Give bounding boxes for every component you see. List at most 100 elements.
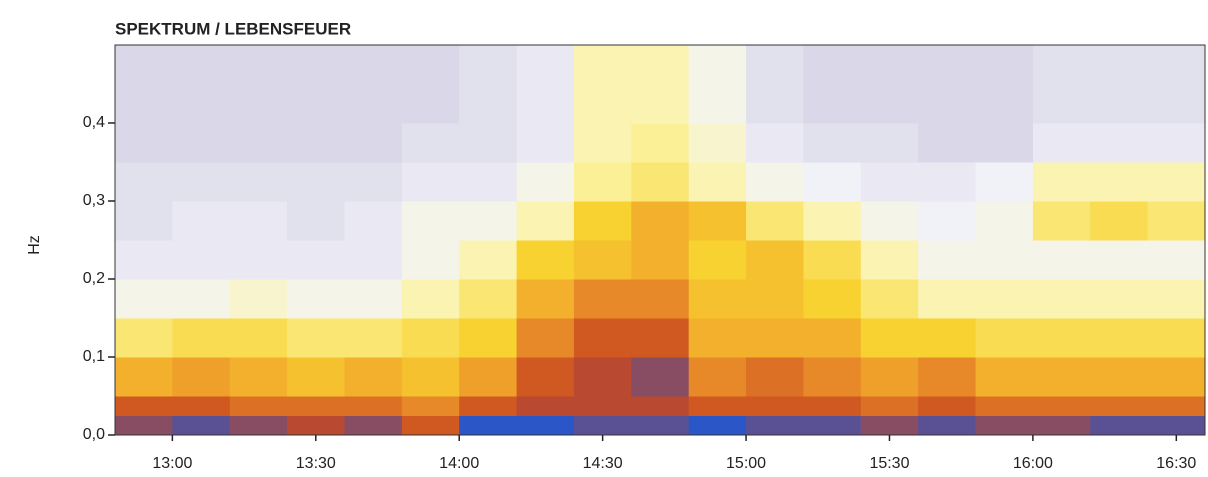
- heatmap-cell: [803, 279, 862, 319]
- heatmap-cell: [115, 415, 173, 436]
- heatmap-cell: [1147, 396, 1206, 416]
- heatmap-cell: [516, 201, 575, 241]
- heatmap-cell: [803, 162, 862, 202]
- heatmap-cell: [1032, 201, 1091, 241]
- heatmap-cell: [1090, 279, 1149, 319]
- heatmap-cell: [516, 415, 575, 436]
- heatmap-cell: [860, 240, 919, 280]
- heatmap-cell: [115, 279, 173, 319]
- heatmap-cell: [631, 201, 690, 241]
- heatmap-cell: [1032, 279, 1091, 319]
- heatmap-cell: [459, 415, 518, 436]
- heatmap-cell: [344, 279, 403, 319]
- heatmap-cell: [1090, 318, 1149, 358]
- heatmap-cell: [172, 415, 231, 436]
- heatmap-cell: [573, 318, 632, 358]
- heatmap-cell: [1147, 45, 1206, 124]
- y-tick-label: 0,4: [83, 114, 105, 131]
- heatmap-cell: [1147, 240, 1206, 280]
- heatmap-cell: [287, 123, 345, 163]
- heatmap-cell: [975, 279, 1034, 319]
- x-tick-label: 16:00: [1013, 455, 1053, 472]
- heatmap-cell: [1090, 123, 1149, 163]
- heatmap-cell: [573, 415, 632, 436]
- heatmap-cell: [287, 318, 345, 358]
- heatmap-cell: [229, 357, 288, 397]
- heatmap-cell: [688, 240, 747, 280]
- heatmap-cell: [631, 162, 690, 202]
- x-tick-label: 16:30: [1156, 455, 1196, 472]
- heatmap-cell: [1147, 318, 1206, 358]
- heatmap-cell: [688, 123, 747, 163]
- heatmap-cell: [401, 415, 460, 436]
- heatmap-cell: [172, 357, 231, 397]
- y-axis-label: Hz: [26, 235, 43, 255]
- heatmap-cell: [229, 415, 288, 436]
- heatmap-cell: [459, 162, 518, 202]
- heatmap-cell: [287, 201, 345, 241]
- heatmap-cell: [401, 123, 460, 163]
- heatmap-cell: [287, 45, 345, 124]
- heatmap-cell: [287, 162, 345, 202]
- heatmap-cell: [115, 45, 173, 124]
- heatmap-cell: [1147, 415, 1206, 436]
- heatmap-cell: [459, 396, 518, 416]
- heatmap-cell: [172, 123, 231, 163]
- heatmap-cell: [1032, 123, 1091, 163]
- heatmap-cell: [803, 396, 862, 416]
- heatmap-cell: [115, 201, 173, 241]
- heatmap-cell: [229, 279, 288, 319]
- heatmap-cell: [1090, 240, 1149, 280]
- heatmap-cell: [516, 123, 575, 163]
- heatmap-cell: [746, 396, 804, 416]
- heatmap-cell: [860, 396, 919, 416]
- heatmap-cell: [516, 318, 575, 358]
- heatmap-cell: [746, 415, 804, 436]
- heatmap-cell: [229, 201, 288, 241]
- heatmap-cell: [172, 318, 231, 358]
- heatmap-cell: [918, 123, 977, 163]
- heatmap-cell: [746, 123, 804, 163]
- heatmap-cell: [1032, 415, 1091, 436]
- heatmap-cell: [860, 357, 919, 397]
- heatmap-cell: [1090, 45, 1149, 124]
- x-tick-label: 13:30: [296, 455, 336, 472]
- heatmap-cell: [344, 201, 403, 241]
- heatmap-cell: [172, 240, 231, 280]
- heatmap-cell: [631, 415, 690, 436]
- heatmap-cell: [1090, 201, 1149, 241]
- heatmap-cell: [516, 279, 575, 319]
- heatmap-cell: [1032, 357, 1091, 397]
- heatmap-cell: [688, 279, 747, 319]
- heatmap-cell: [746, 357, 804, 397]
- heatmap-cell: [746, 162, 804, 202]
- heatmap-cell: [516, 396, 575, 416]
- heatmap-cell: [573, 162, 632, 202]
- heatmap-cell: [229, 123, 288, 163]
- heatmap-cell: [115, 357, 173, 397]
- heatmap-cell: [975, 357, 1034, 397]
- heatmap-cell: [631, 396, 690, 416]
- heatmap-cell: [631, 240, 690, 280]
- heatmap-cell: [918, 45, 977, 124]
- heatmap-cell: [1032, 396, 1091, 416]
- heatmap-cell: [344, 123, 403, 163]
- heatmap-cell: [975, 45, 1034, 124]
- heatmap-cell: [516, 240, 575, 280]
- heatmap-cell: [344, 240, 403, 280]
- y-tick-label: 0,0: [83, 426, 105, 443]
- heatmap-cell: [918, 162, 977, 202]
- heatmap-cell: [459, 201, 518, 241]
- heatmap-cell: [516, 357, 575, 397]
- heatmap-cell: [1090, 162, 1149, 202]
- heatmap-cell: [573, 123, 632, 163]
- heatmap-cell: [688, 201, 747, 241]
- heatmap-cell: [401, 45, 460, 124]
- heatmap-cell: [344, 162, 403, 202]
- heatmap-cell: [1090, 396, 1149, 416]
- heatmap-cell: [573, 357, 632, 397]
- heatmap-cell: [1032, 318, 1091, 358]
- heatmap-cell: [1090, 415, 1149, 436]
- heatmap-cell: [1032, 45, 1091, 124]
- heatmap-cell: [688, 357, 747, 397]
